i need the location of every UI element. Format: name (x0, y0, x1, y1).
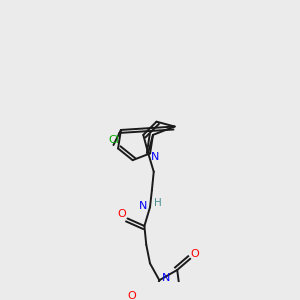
Text: O: O (127, 291, 136, 300)
Text: N: N (139, 201, 148, 211)
Text: Cl: Cl (108, 135, 119, 146)
Text: O: O (118, 209, 126, 219)
Text: N: N (151, 152, 159, 162)
Text: H: H (154, 198, 161, 208)
Text: N: N (162, 273, 170, 284)
Text: O: O (190, 249, 199, 259)
